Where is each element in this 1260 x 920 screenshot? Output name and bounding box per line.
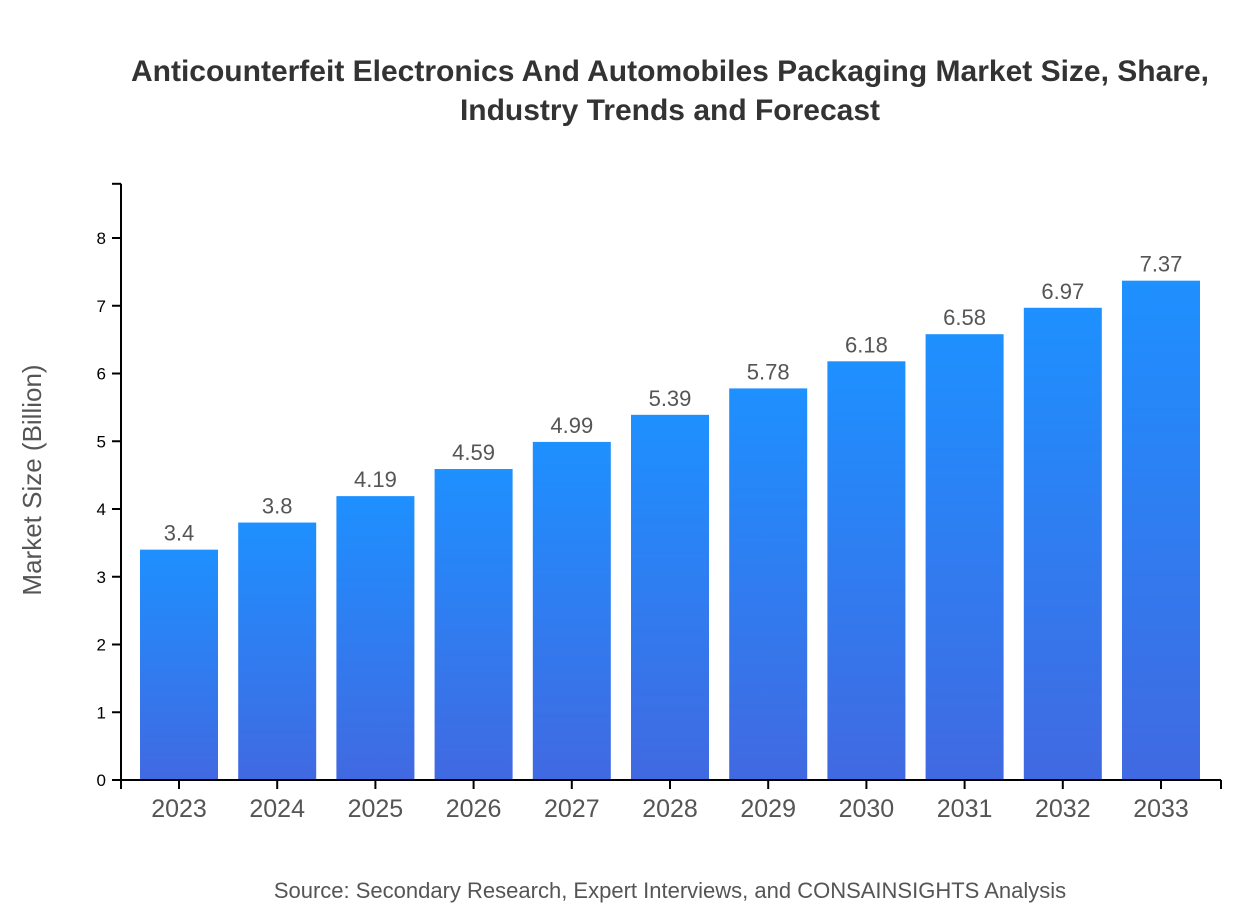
data-label: 6.97 <box>1041 279 1084 304</box>
data-label: 6.58 <box>943 305 986 330</box>
data-label: 5.39 <box>649 386 692 411</box>
data-label: 3.8 <box>262 494 293 519</box>
bar-2028 <box>631 414 709 780</box>
bar-2026 <box>434 469 513 780</box>
y-tick-label: 3 <box>97 568 106 587</box>
bar-2029 <box>729 388 808 780</box>
y-tick-label: 4 <box>97 500 106 519</box>
data-label: 4.19 <box>354 467 397 492</box>
x-tick-label: 2023 <box>151 795 207 823</box>
bar-2027 <box>532 441 611 780</box>
bar-2030 <box>827 361 906 780</box>
bar-2033 <box>1122 280 1200 780</box>
y-axis-label: Market Size (Billion) <box>17 364 47 595</box>
y-tick-label: 7 <box>97 297 106 316</box>
data-label: 7.37 <box>1140 252 1183 277</box>
data-label: 4.59 <box>452 440 495 465</box>
bar-2032 <box>1023 307 1102 780</box>
x-tick-label: 2029 <box>740 795 796 823</box>
bar-2031 <box>925 334 1004 780</box>
y-tick-label: 2 <box>97 636 106 655</box>
x-tick-label: 2031 <box>937 795 993 823</box>
x-tick-label: 2025 <box>348 795 404 823</box>
data-label: 6.18 <box>845 332 888 357</box>
chart-title: Anticounterfeit Electronics And Automobi… <box>130 55 1209 127</box>
x-tick-label: 2030 <box>839 795 895 823</box>
bar-2025 <box>336 496 415 780</box>
bar-2023 <box>140 549 218 780</box>
y-tick-label: 8 <box>97 229 106 248</box>
x-tick-label: 2028 <box>642 795 698 823</box>
y-tick-label: 6 <box>97 365 106 384</box>
y-tick-label: 0 <box>97 771 106 790</box>
data-label: 3.4 <box>164 521 195 546</box>
source-note: Source: Secondary Research, Expert Inter… <box>273 878 1067 903</box>
y-tick-label: 1 <box>97 703 106 722</box>
bar-2024 <box>238 522 317 780</box>
x-tick-label: 2032 <box>1035 795 1091 823</box>
y-tick-label: 5 <box>97 432 106 451</box>
x-tick-label: 2033 <box>1133 795 1189 823</box>
data-label: 5.78 <box>747 359 790 384</box>
x-tick-label: 2024 <box>249 795 305 823</box>
x-tick-label: 2026 <box>446 795 502 823</box>
x-tick-label: 2027 <box>544 795 600 823</box>
data-label: 4.99 <box>550 413 593 438</box>
